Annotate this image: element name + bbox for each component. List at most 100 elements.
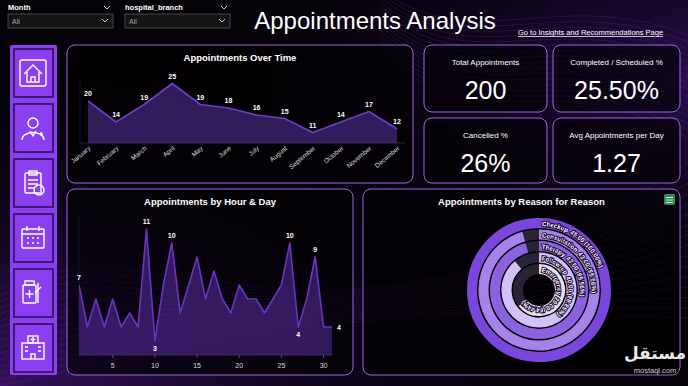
data-label: 10 (286, 232, 294, 239)
data-label: 17 (365, 101, 373, 108)
x-tick-label: September (288, 144, 318, 171)
background-glow (0, 0, 688, 386)
data-label: 15 (281, 108, 289, 115)
nav-icon[interactable] (20, 60, 46, 86)
kpi-card (553, 118, 680, 183)
icon-part (22, 131, 44, 140)
ring-bar (483, 235, 594, 346)
data-label: 10 (168, 232, 176, 239)
kpi-value: 25.50% (574, 76, 659, 104)
background-waves (0, 0, 688, 386)
x-tick-label: 20 (235, 362, 243, 369)
chart-title: Appointments Over Time (184, 52, 297, 63)
x-tick-label: May (190, 144, 205, 159)
data-label: 14 (337, 111, 345, 118)
kpi-value: 26% (460, 149, 510, 177)
data-label: 12 (393, 118, 401, 125)
nav-icon[interactable] (22, 118, 44, 140)
data-label: 18 (225, 97, 233, 104)
background-glow (0, 0, 688, 386)
filter-value: All (12, 18, 20, 25)
kpi-label: Completed / Scheduled % (570, 58, 663, 67)
page: {"header": {"title": "Appointments Analy… (0, 0, 688, 386)
chevron (104, 6, 110, 9)
filter-value: All (129, 18, 137, 25)
x-tick-label: March (129, 144, 148, 161)
data-label: 4 (296, 331, 300, 338)
x-tick (281, 355, 282, 358)
x-tick-label: 10 (151, 362, 159, 369)
x-tick-label: June (217, 144, 233, 159)
watermark-url: mostaql.com (634, 366, 677, 375)
data-label: 14 (112, 111, 120, 118)
wave (380, 38, 688, 124)
filter[interactable]: hospital_branchAll (125, 3, 230, 28)
x-tick-label: April (161, 144, 177, 159)
ring-label: Emergency29.00 (64.44%) (519, 266, 564, 315)
kpi-value: 200 (465, 76, 507, 104)
kpi-label: Cancelled % (463, 131, 508, 140)
icon-part (664, 194, 675, 205)
kpi-card (424, 118, 547, 183)
dashboard: MonthAllhospital_branchAllAppointments A… (0, 0, 688, 386)
kpi-card (553, 45, 680, 112)
nav-slot (14, 104, 53, 152)
chart-title: Appointments by Hour & Day (144, 196, 277, 207)
plot-area (88, 84, 397, 144)
background (0, 0, 688, 386)
nav-icon[interactable] (25, 171, 44, 195)
icon-part (22, 226, 44, 243)
chevron (219, 19, 225, 22)
category-label: Emergency (541, 266, 563, 296)
nav-link[interactable]: Go to Insights and Recommendations Page (518, 28, 663, 37)
data-label: 19 (196, 94, 204, 101)
icon-part (25, 173, 41, 193)
ring-label-path: Therapy43.00 (95.56%) (542, 243, 587, 298)
filter-label: Month (8, 3, 31, 12)
table-icon[interactable] (664, 194, 675, 205)
nav-slot (14, 269, 53, 317)
filter-box[interactable] (125, 14, 230, 28)
x-tick (239, 355, 240, 358)
nav-icon[interactable] (22, 226, 44, 248)
data-label: 20 (84, 90, 92, 97)
x-tick-label: 30 (320, 362, 328, 369)
nav-icon[interactable] (23, 281, 41, 303)
x-tick (112, 355, 113, 358)
ring-label: Therapy43.00 (95.56%) (542, 243, 587, 298)
nav-icon[interactable] (22, 336, 44, 359)
filter-box[interactable] (8, 14, 113, 28)
data-label: 25 (168, 73, 176, 80)
data-label: 4 (337, 324, 341, 331)
ring-track (472, 223, 606, 357)
x-tick-label: October (322, 144, 345, 165)
chevron (221, 6, 227, 9)
chart-panel (67, 189, 353, 375)
plot-area (79, 229, 332, 355)
chart-panel (67, 45, 413, 183)
icon-part (666, 198, 673, 203)
x-tick (197, 355, 198, 358)
line (88, 84, 397, 133)
x-tick-label: 15 (193, 362, 201, 369)
icon-part (24, 65, 42, 82)
nav-slot (14, 49, 53, 97)
ring-track (484, 235, 595, 346)
x-tick-label: December (373, 144, 401, 169)
data-label: 29.00 (64.44%) (519, 297, 562, 315)
data-label: 3 (153, 345, 157, 352)
x-tick-label: July (247, 144, 262, 158)
title: Appointments Analysis (254, 7, 495, 34)
nav-slot (14, 159, 53, 207)
data-label: 19 (140, 94, 148, 101)
ring-label-path: Emergency29.00 (64.44%) (519, 266, 564, 315)
area-fill (79, 229, 332, 355)
nav-slot (14, 324, 53, 372)
icon-part (20, 60, 46, 86)
x-tick-label: 5 (111, 362, 115, 369)
filter[interactable]: Month All (8, 3, 113, 28)
x-tick-label: 25 (278, 362, 286, 369)
rings (472, 223, 606, 357)
data-label: 9 (313, 246, 317, 253)
icon-part (25, 281, 34, 285)
